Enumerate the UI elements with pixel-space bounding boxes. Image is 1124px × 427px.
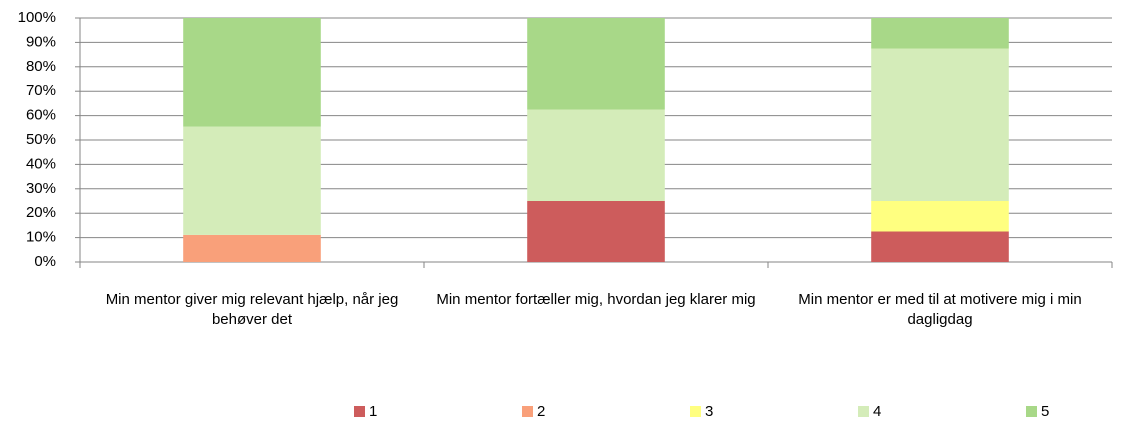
legend-swatch bbox=[522, 406, 533, 417]
bar-segment bbox=[183, 234, 321, 262]
y-tick-label: 100% bbox=[18, 9, 56, 26]
legend-label: 4 bbox=[873, 403, 882, 420]
y-tick-label: 80% bbox=[26, 58, 56, 75]
y-tick-label: 10% bbox=[26, 229, 56, 246]
legend-item: 3 bbox=[690, 403, 713, 420]
legend-swatch bbox=[858, 406, 869, 417]
legend-label: 3 bbox=[705, 403, 714, 420]
legend-label: 5 bbox=[1041, 403, 1050, 420]
bar-segment bbox=[871, 231, 1009, 262]
bar-segment bbox=[871, 18, 1009, 49]
y-tick-label: 70% bbox=[26, 82, 56, 99]
legend-label: 2 bbox=[537, 403, 546, 420]
y-tick-label: 90% bbox=[26, 33, 56, 50]
legend-label: 1 bbox=[369, 403, 378, 420]
bar-segment bbox=[527, 201, 665, 262]
y-tick-label: 40% bbox=[26, 155, 56, 172]
bar-segment bbox=[527, 109, 665, 201]
legend-swatch bbox=[690, 406, 701, 417]
y-tick-label: 30% bbox=[26, 180, 56, 197]
y-tick-label: 20% bbox=[26, 204, 56, 221]
x-tick-label: Min mentor fortæller mig, hvordan jeg kl… bbox=[436, 291, 756, 308]
legend-item: 5 bbox=[1026, 403, 1049, 420]
bar-segment bbox=[871, 201, 1009, 232]
x-tick-label: Min mentor er med til at motivere mig i … bbox=[798, 291, 1082, 328]
legend-swatch bbox=[354, 406, 365, 417]
legend-swatch bbox=[1026, 406, 1037, 417]
bar-segment bbox=[527, 18, 665, 110]
y-tick-label: 50% bbox=[26, 131, 56, 148]
y-tick-label: 60% bbox=[26, 107, 56, 124]
x-tick-label: Min mentor giver mig relevant hjælp, når… bbox=[105, 291, 399, 328]
bar-segment bbox=[871, 48, 1009, 201]
legend-item: 4 bbox=[858, 403, 881, 420]
legend-item: 1 bbox=[354, 403, 377, 420]
legend-item: 2 bbox=[522, 403, 545, 420]
bar-segment bbox=[183, 18, 321, 127]
y-tick-label: 0% bbox=[34, 253, 56, 270]
bar-segment bbox=[183, 126, 321, 235]
